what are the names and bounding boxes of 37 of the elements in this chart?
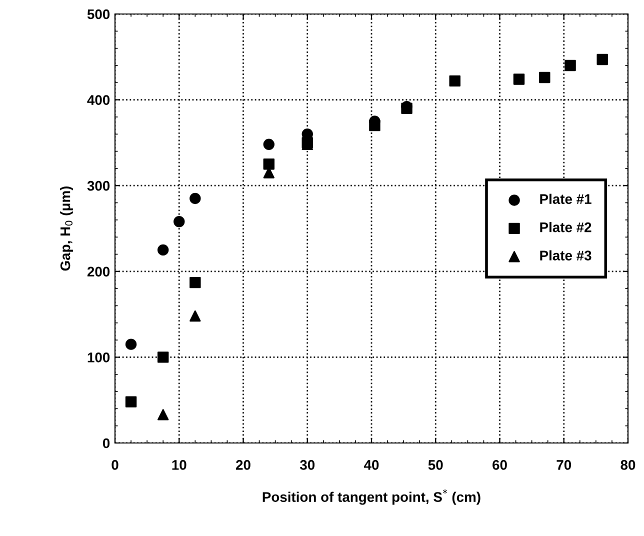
legend-label: Plate #3	[540, 250, 592, 260]
point	[513, 74, 525, 85]
y-tick-label: 500	[87, 9, 110, 20]
point	[263, 138, 275, 150]
point	[157, 409, 169, 420]
x-tick-label: 0	[112, 460, 118, 470]
legend-label: Plate #1	[540, 194, 592, 204]
point	[539, 72, 550, 84]
x-tick-label: 70	[556, 460, 572, 470]
point	[596, 54, 608, 66]
point	[449, 75, 460, 87]
x-tick-label: 10	[172, 460, 186, 470]
y-tick-label: 100	[88, 352, 110, 362]
y-tick-label: 400	[87, 95, 110, 105]
point	[564, 60, 576, 72]
point	[263, 158, 275, 170]
point	[125, 338, 137, 350]
x-tick-label: 80	[620, 460, 636, 470]
point	[157, 352, 169, 363]
y-tick-label: 0	[102, 438, 110, 448]
x-axis-title: Position of tangent point, S$^{*}$ (cm)	[262, 489, 480, 505]
y-tick-label: 200	[87, 266, 110, 277]
point	[125, 396, 137, 408]
point	[369, 120, 380, 132]
x-tick-label: 30	[300, 460, 315, 470]
point	[190, 276, 201, 288]
x-tick-label: 20	[236, 460, 250, 470]
point	[190, 310, 201, 322]
y-axis-title: Gap, H$_{0}$ (μm)	[60, 186, 73, 271]
x-tick-label: 60	[492, 460, 507, 470]
x-tick-label: 50	[428, 460, 443, 470]
legend-label: Plate #2	[540, 222, 592, 232]
point	[174, 216, 185, 228]
point	[157, 244, 169, 256]
point	[190, 192, 201, 204]
x-tick-label: 40	[364, 460, 379, 470]
y-tick-label: 300	[87, 180, 110, 191]
